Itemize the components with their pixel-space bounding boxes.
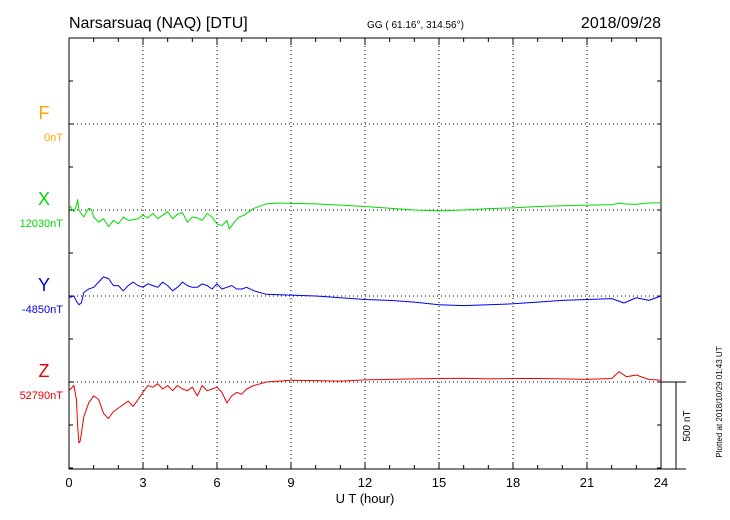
grid <box>69 38 661 469</box>
x-tick-label: 12 <box>358 475 372 490</box>
component-label-z: Z <box>39 361 50 381</box>
x-tick-label: 21 <box>580 475 594 490</box>
x-tick-label: 15 <box>432 475 446 490</box>
component-label-y: Y <box>38 275 50 295</box>
series-line-z <box>68 371 662 444</box>
plotted-at-label: Plotted at 2018/10/29 01:43 UT <box>715 346 724 457</box>
x-tick-label: 24 <box>654 475 668 490</box>
x-tick-label: 18 <box>506 475 520 490</box>
x-tick-label: 6 <box>213 475 220 490</box>
baseline-value-y: -4850nT <box>22 304 63 316</box>
station-title: Narsarsuaq (NAQ) [DTU] <box>69 15 248 32</box>
baseline-value-x: 12030nT <box>20 218 64 230</box>
x-tick-label: 3 <box>139 475 146 490</box>
scale-bar-label: 500 nT <box>682 410 693 441</box>
x-axis-label: U T (hour) <box>336 491 395 506</box>
baseline-value-z: 52790nT <box>20 390 64 402</box>
series-line-y <box>68 276 662 307</box>
scale-bar: 500 nT <box>661 381 693 470</box>
coordinates-label: GG ( 61.16°, 314.56°) <box>367 20 464 31</box>
x-tick-label: 9 <box>287 475 294 490</box>
component-label-x: X <box>38 189 50 209</box>
x-tick-labels: 0 3 6 9 12 15 18 21 24 <box>65 475 668 490</box>
component-labels: F 0nT X 12030nT Y -4850nT Z 52790nT <box>20 103 64 402</box>
tick-marks <box>68 38 662 469</box>
baseline-value-f: 0nT <box>44 132 63 144</box>
series-lines <box>68 199 662 444</box>
series-line-x <box>68 199 662 230</box>
component-label-f: F <box>39 103 50 123</box>
date-label: 2018/09/28 <box>581 15 661 32</box>
x-tick-label: 0 <box>65 475 72 490</box>
